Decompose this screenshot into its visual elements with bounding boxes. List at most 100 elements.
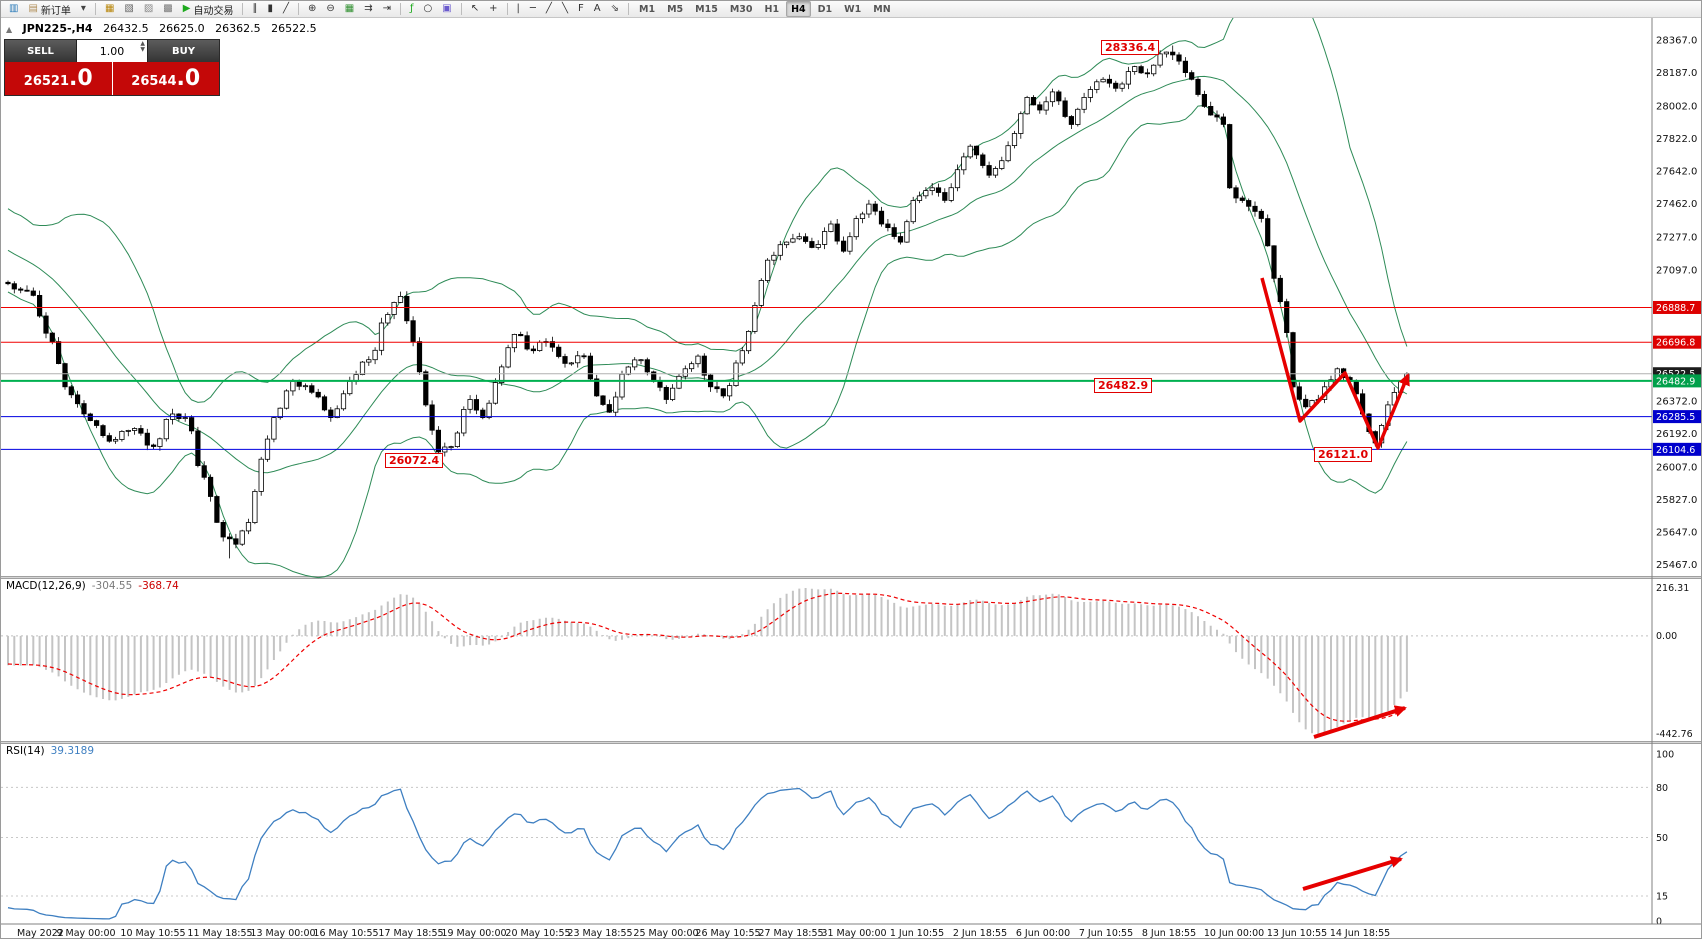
autotrading-button[interactable]: ▶ 自动交易 xyxy=(179,1,238,17)
line-chart-mode-button[interactable]: ╱ xyxy=(279,1,293,17)
horizontal-price-lines[interactable] xyxy=(1,306,1652,450)
toolbar-separator xyxy=(94,3,96,15)
data-window-button[interactable]: ▧ xyxy=(120,1,137,17)
timeframe-m5-button[interactable]: M5 xyxy=(667,3,684,15)
data-window-icon: ▧ xyxy=(124,3,134,14)
auto-scroll-button[interactable]: ⇉ xyxy=(360,1,376,17)
price-tag-label: 26888.7 xyxy=(1656,303,1695,314)
timeframe-m1-button[interactable]: M1 xyxy=(638,3,656,15)
candle xyxy=(296,380,302,387)
time-axis-label: 2 Jun 18:55 xyxy=(953,928,1007,939)
macd-signal-value: -368.74 xyxy=(138,580,179,592)
candle xyxy=(125,429,131,432)
candle xyxy=(81,403,87,415)
drawn-trend-arrows[interactable] xyxy=(1260,277,1410,891)
candle xyxy=(986,165,992,176)
price-tag-26104.6 xyxy=(1653,442,1701,456)
macd-main-value: -304.55 xyxy=(91,580,133,592)
buy-price-pips: .0 xyxy=(176,66,201,91)
price-tag-label: 26482.9 xyxy=(1656,376,1695,387)
tile-windows-button[interactable]: ▦ xyxy=(341,1,358,17)
trendline-button[interactable]: ╱ xyxy=(542,1,556,17)
new-chart-button[interactable]: ▥ xyxy=(5,1,22,17)
volume-input[interactable]: 1.00 ▲ ▼ xyxy=(76,40,148,62)
rsi-line xyxy=(7,787,1408,920)
rsi-axis-label: 0 xyxy=(1656,917,1662,928)
ohlc-low: 26362.5 xyxy=(215,22,261,35)
time-axis-label: May 2022 xyxy=(17,928,64,939)
candle xyxy=(359,361,366,376)
candle xyxy=(416,341,423,373)
chart-shift-button[interactable]: ⇥ xyxy=(379,1,395,17)
equidistant-channel-button[interactable]: ╲ xyxy=(558,1,572,17)
market-watch-button[interactable]: ▦ xyxy=(101,1,118,17)
navigator-icon: ▨ xyxy=(143,3,154,14)
cursor-button[interactable]: ↖ xyxy=(467,1,483,17)
candle xyxy=(5,281,11,285)
sell-button[interactable]: SELL xyxy=(5,40,76,62)
candle xyxy=(530,348,537,352)
new-order-button[interactable]: ▤ 新订单 xyxy=(24,1,74,17)
buy-price[interactable]: 26544 .0 xyxy=(113,62,220,95)
candle xyxy=(195,430,201,466)
vertical-line-button[interactable]: | xyxy=(513,1,524,17)
one-click-trading-panel: SELL 1.00 ▲ ▼ BUY 26521 .0 26544 .0 xyxy=(4,39,220,96)
timeframe-m30-button[interactable]: M30 xyxy=(729,3,753,15)
candle xyxy=(1132,66,1138,72)
price-tick-label: 27642.0 xyxy=(1656,167,1697,178)
candle xyxy=(1201,94,1207,107)
candlestick-mode-button[interactable]: ▮ xyxy=(263,1,277,17)
navigator-button[interactable]: ▨ xyxy=(140,1,157,17)
trend-arrow[interactable] xyxy=(1260,277,1410,450)
timeframe-mn-button[interactable]: MN xyxy=(873,3,891,15)
templates-button[interactable]: ▣ xyxy=(438,1,455,17)
periods-button[interactable]: ○ xyxy=(420,1,437,17)
candle xyxy=(1113,82,1119,89)
one-click-collapse-icon[interactable]: ▲ xyxy=(6,25,13,34)
equidistant-channel-icon: ╲ xyxy=(561,3,568,14)
volume-value: 1.00 xyxy=(99,44,125,58)
bollinger-lower[interactable] xyxy=(7,104,1408,579)
buy-button[interactable]: BUY xyxy=(148,40,219,62)
candle xyxy=(378,322,385,351)
market-watch-icon: ▦ xyxy=(104,3,115,14)
volume-spinner-icon[interactable]: ▲ ▼ xyxy=(140,40,145,53)
chart-shift-icon: ⇥ xyxy=(382,3,392,14)
time-axis-label: 7 Jun 10:55 xyxy=(1079,928,1133,939)
candle xyxy=(777,244,783,256)
time-axis-label: 31 May 00:00 xyxy=(821,928,886,939)
horizontal-line-button[interactable]: ─ xyxy=(526,1,540,17)
arrows-tool-button[interactable]: ⇘ xyxy=(607,1,623,17)
timeframe-h4-button[interactable]: H4 xyxy=(786,1,811,17)
crosshair-button[interactable]: + xyxy=(485,1,501,17)
terminal-button[interactable]: ▩ xyxy=(159,1,176,17)
timeframe-d1-button[interactable]: D1 xyxy=(817,3,833,15)
bar-chart-mode-button[interactable]: ∥ xyxy=(248,1,261,17)
candle xyxy=(1163,51,1169,55)
new-order-icon: ▤ xyxy=(28,3,38,14)
trend-arrow[interactable] xyxy=(1302,856,1403,891)
zoom-in-button[interactable]: ⊕ xyxy=(304,1,320,17)
candle xyxy=(473,399,480,411)
sell-price[interactable]: 26521 .0 xyxy=(5,62,113,95)
toolbar-separator xyxy=(242,3,244,15)
trend-arrow[interactable] xyxy=(1313,705,1407,739)
candle xyxy=(1214,114,1220,118)
zoom-out-button[interactable]: ⊖ xyxy=(322,1,338,17)
bollinger-upper[interactable] xyxy=(7,1,1408,403)
timeframe-w1-button[interactable]: W1 xyxy=(844,3,862,15)
timeframe-m15-button[interactable]: M15 xyxy=(695,3,718,15)
indicators-button[interactable]: ƒ xyxy=(406,1,418,17)
timeframe-h1-button[interactable]: H1 xyxy=(764,3,780,15)
bollinger-middle[interactable] xyxy=(7,75,1408,474)
candle xyxy=(606,404,612,413)
candle xyxy=(467,399,473,410)
text-button[interactable]: A xyxy=(590,1,605,17)
ohlc-high: 26625.0 xyxy=(159,22,205,35)
fibonacci-button[interactable]: F xyxy=(574,1,588,17)
candle xyxy=(587,355,594,380)
chart-list-dropdown-button[interactable]: ▾ xyxy=(77,1,90,17)
auto-scroll-icon: ⇉ xyxy=(364,3,373,14)
trendline-icon: ╱ xyxy=(545,3,552,14)
